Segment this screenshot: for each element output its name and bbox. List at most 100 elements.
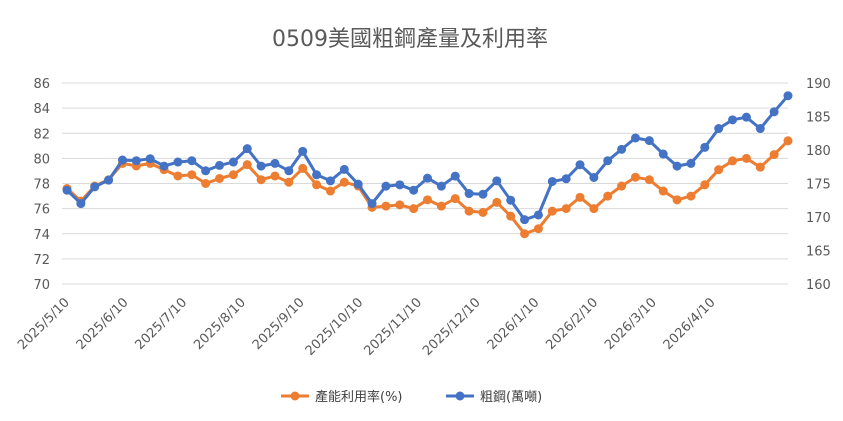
data-point xyxy=(325,176,335,186)
data-point xyxy=(187,170,197,180)
data-point xyxy=(783,136,793,146)
series-line xyxy=(65,139,790,236)
data-point xyxy=(478,207,488,217)
data-point xyxy=(672,195,682,205)
y-left-tick-label: 76 xyxy=(33,203,50,218)
legend-swatch-marker xyxy=(290,391,300,401)
x-tick-label: 2025/10/10 xyxy=(303,295,367,359)
x-tick-label: 2025/12/10 xyxy=(420,295,484,359)
data-point xyxy=(492,197,502,207)
data-point xyxy=(367,199,377,209)
y-right-tick-label: 190 xyxy=(806,77,831,92)
data-point xyxy=(561,204,571,214)
y-right-tick-label: 165 xyxy=(806,245,831,260)
data-point xyxy=(131,156,141,166)
y-left-tick-label: 82 xyxy=(33,127,50,142)
data-point xyxy=(617,144,627,154)
y-right-tick-label: 170 xyxy=(806,211,831,226)
data-point xyxy=(201,166,211,176)
data-point xyxy=(270,158,280,168)
data-point xyxy=(769,150,779,160)
y-left-tick-label: 86 xyxy=(33,77,50,92)
data-point xyxy=(76,199,86,209)
data-point xyxy=(145,154,155,164)
data-point xyxy=(256,161,266,171)
data-point xyxy=(520,215,530,225)
data-point xyxy=(506,211,516,221)
y-left-tick-label: 72 xyxy=(33,253,50,268)
data-point xyxy=(381,181,391,191)
data-point xyxy=(714,165,724,175)
data-point xyxy=(353,179,363,189)
data-point xyxy=(228,170,238,180)
x-tick-label: 2025/8/10 xyxy=(191,295,249,353)
y-left-tick-label: 84 xyxy=(33,102,50,117)
data-point xyxy=(575,192,585,202)
data-point xyxy=(547,206,557,216)
series-utilization xyxy=(62,136,793,239)
data-point xyxy=(533,224,543,234)
x-tick-label: 2025/9/10 xyxy=(250,295,308,353)
legend-label: 產能利用率(%) xyxy=(315,389,403,405)
data-point xyxy=(284,166,294,176)
data-point xyxy=(395,200,405,210)
data-point xyxy=(617,181,627,191)
data-point xyxy=(644,136,654,146)
data-point xyxy=(339,164,349,174)
data-point xyxy=(436,181,446,191)
data-point xyxy=(242,160,252,170)
data-point xyxy=(644,175,654,185)
data-point xyxy=(159,161,169,171)
y-right-tick-label: 180 xyxy=(806,144,831,159)
data-point xyxy=(173,157,183,167)
legend: 產能利用率(%) 粗鋼(萬噸) xyxy=(281,389,542,405)
x-tick-label: 2025/6/10 xyxy=(74,295,132,353)
data-point xyxy=(603,156,613,166)
data-point xyxy=(215,173,225,183)
data-point xyxy=(589,204,599,214)
series-crude-steel xyxy=(62,91,793,225)
data-point xyxy=(90,182,100,192)
data-point xyxy=(728,156,738,166)
data-point xyxy=(686,191,696,201)
data-point xyxy=(658,149,668,159)
data-point xyxy=(769,107,779,117)
data-point xyxy=(270,171,280,181)
data-point xyxy=(395,180,405,190)
data-point xyxy=(409,185,419,195)
y-right-tick-label: 185 xyxy=(806,111,831,126)
data-point xyxy=(187,156,197,166)
data-point xyxy=(755,124,765,134)
data-point xyxy=(741,112,751,122)
data-point xyxy=(700,142,710,152)
series-layer xyxy=(62,91,793,239)
x-tick-label: 2026/4/10 xyxy=(661,295,719,353)
data-point xyxy=(783,91,793,101)
x-tick-label: 2025/7/10 xyxy=(132,295,190,353)
data-point xyxy=(589,172,599,182)
data-point xyxy=(700,180,710,190)
data-point xyxy=(533,210,543,220)
data-point xyxy=(423,173,432,183)
data-point xyxy=(117,155,127,165)
data-point xyxy=(436,201,446,211)
data-point xyxy=(298,163,308,173)
data-point xyxy=(728,115,738,125)
data-point xyxy=(104,175,114,185)
data-point xyxy=(215,160,225,170)
x-axis: 2025/5/10 2025/6/10 2025/7/10 2025/8/10 2025… xyxy=(15,295,718,359)
data-point xyxy=(672,161,682,171)
data-point xyxy=(464,189,474,199)
data-point xyxy=(381,201,391,211)
data-point xyxy=(339,177,349,187)
y-left-tick-label: 74 xyxy=(33,228,50,243)
data-point xyxy=(492,176,502,186)
data-point xyxy=(242,144,252,154)
x-tick-label: 2025/5/10 xyxy=(15,295,73,353)
y-left-tick-label: 70 xyxy=(33,278,50,293)
data-point xyxy=(547,176,557,186)
data-point xyxy=(561,174,571,184)
data-point xyxy=(603,191,613,201)
data-point xyxy=(755,162,765,172)
